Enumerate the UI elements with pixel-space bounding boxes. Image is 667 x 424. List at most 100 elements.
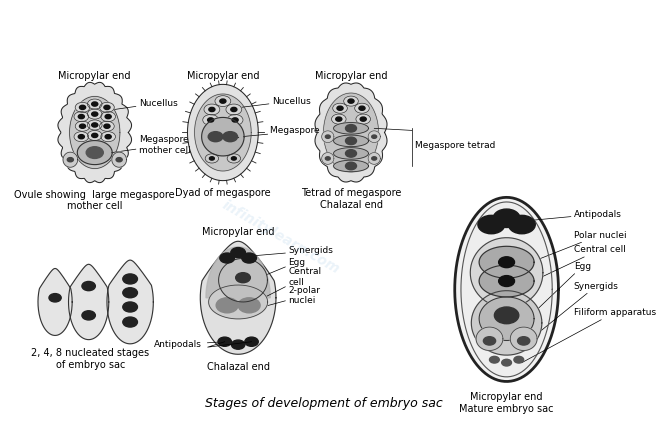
Text: Antipodals: Antipodals: [518, 209, 622, 222]
Circle shape: [355, 103, 370, 113]
Text: Megaspore dyad: Megaspore dyad: [241, 126, 346, 137]
Circle shape: [91, 102, 98, 106]
Polygon shape: [63, 152, 77, 167]
Polygon shape: [479, 297, 534, 340]
Polygon shape: [334, 123, 368, 134]
Circle shape: [87, 131, 102, 140]
Circle shape: [223, 132, 237, 142]
Text: Nucellus: Nucellus: [234, 97, 310, 108]
Circle shape: [104, 124, 110, 128]
Circle shape: [91, 123, 98, 127]
Polygon shape: [461, 202, 552, 377]
Circle shape: [231, 107, 237, 112]
Polygon shape: [107, 260, 153, 344]
Circle shape: [238, 298, 260, 313]
Circle shape: [227, 114, 243, 126]
Polygon shape: [479, 246, 534, 278]
Circle shape: [502, 359, 512, 366]
Circle shape: [360, 117, 366, 121]
Text: Egg: Egg: [531, 262, 591, 315]
Text: Dyad of megaspore: Dyad of megaspore: [175, 188, 271, 198]
Polygon shape: [368, 153, 380, 164]
Circle shape: [78, 134, 84, 139]
Text: 2-polar
nuclei: 2-polar nuclei: [263, 286, 320, 307]
Text: Polar nuclei: Polar nuclei: [531, 231, 626, 262]
Circle shape: [101, 112, 115, 122]
Circle shape: [346, 125, 356, 132]
Text: Stages of development of embryo sac: Stages of development of embryo sac: [205, 396, 442, 410]
Polygon shape: [58, 82, 131, 183]
Circle shape: [372, 135, 377, 138]
Text: Micropylar end: Micropylar end: [59, 71, 131, 81]
Circle shape: [490, 356, 500, 363]
Polygon shape: [206, 247, 270, 298]
Circle shape: [78, 114, 84, 119]
Text: Micropylar end: Micropylar end: [202, 227, 274, 237]
Text: Micropylar end
Mature embryo sac: Micropylar end Mature embryo sac: [460, 392, 554, 413]
Circle shape: [91, 133, 98, 137]
Text: infinitylearn.com: infinitylearn.com: [219, 198, 342, 276]
Circle shape: [359, 106, 365, 110]
Polygon shape: [219, 259, 267, 302]
Circle shape: [87, 99, 102, 109]
Circle shape: [205, 154, 219, 163]
Polygon shape: [77, 140, 112, 165]
Circle shape: [208, 132, 223, 142]
Text: Nucellus: Nucellus: [106, 99, 177, 111]
Circle shape: [215, 96, 231, 106]
Circle shape: [494, 307, 519, 324]
Circle shape: [484, 337, 496, 345]
Circle shape: [325, 135, 330, 138]
Circle shape: [356, 114, 371, 124]
Circle shape: [348, 99, 354, 103]
Circle shape: [116, 158, 122, 162]
Text: Tetrad of megaspore
Chalazal end: Tetrad of megaspore Chalazal end: [301, 188, 401, 210]
Polygon shape: [510, 327, 537, 351]
Circle shape: [508, 215, 536, 234]
Text: Chalazal end: Chalazal end: [207, 362, 269, 372]
Circle shape: [123, 302, 137, 312]
Circle shape: [372, 157, 377, 160]
Text: Micropylar end: Micropylar end: [315, 71, 388, 81]
Circle shape: [105, 134, 111, 139]
Circle shape: [105, 114, 111, 119]
Polygon shape: [334, 148, 368, 159]
Text: Micropylar end: Micropylar end: [187, 71, 259, 81]
Circle shape: [518, 337, 530, 345]
Polygon shape: [470, 238, 543, 308]
Circle shape: [231, 340, 245, 349]
Circle shape: [79, 105, 85, 109]
Polygon shape: [201, 117, 244, 156]
Circle shape: [232, 118, 238, 122]
Polygon shape: [321, 153, 334, 164]
Polygon shape: [455, 197, 558, 382]
Circle shape: [74, 112, 89, 122]
Circle shape: [346, 162, 356, 170]
Text: Egg: Egg: [261, 258, 305, 277]
Text: Filiform apparatus: Filiform apparatus: [522, 308, 656, 363]
Polygon shape: [472, 291, 542, 355]
Circle shape: [231, 157, 236, 160]
Circle shape: [87, 109, 102, 119]
Circle shape: [82, 311, 95, 320]
Circle shape: [220, 253, 235, 263]
Polygon shape: [323, 93, 378, 172]
Circle shape: [99, 102, 114, 112]
Polygon shape: [209, 285, 267, 319]
Circle shape: [245, 337, 258, 346]
Polygon shape: [69, 96, 120, 169]
Circle shape: [91, 112, 98, 116]
Polygon shape: [315, 83, 387, 182]
Polygon shape: [479, 265, 534, 297]
Circle shape: [333, 103, 348, 113]
Text: 2, 4, 8 nucleated stages
of embryo sac: 2, 4, 8 nucleated stages of embryo sac: [31, 348, 149, 370]
Circle shape: [67, 158, 73, 162]
Circle shape: [101, 132, 115, 142]
Circle shape: [226, 104, 242, 115]
Circle shape: [123, 274, 137, 284]
Circle shape: [337, 106, 343, 110]
Polygon shape: [334, 135, 368, 147]
Circle shape: [99, 121, 114, 131]
Polygon shape: [200, 241, 276, 354]
Circle shape: [344, 96, 358, 106]
